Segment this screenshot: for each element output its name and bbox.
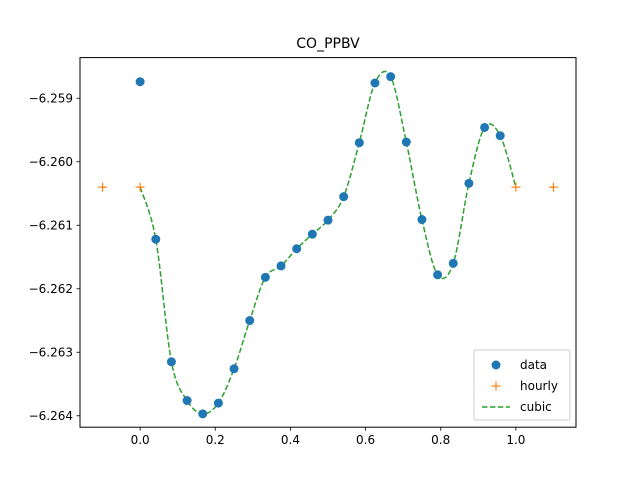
x-axis: 0.0 0.2 0.4 0.6 0.8 1.0 (131, 427, 525, 447)
x-tick-label: 0.2 (206, 433, 225, 447)
data-point (229, 364, 239, 374)
data-point (370, 78, 380, 88)
x-tick-label: 0.6 (356, 433, 375, 447)
data-point (276, 261, 286, 271)
data-point (213, 398, 223, 408)
data-point (151, 234, 161, 244)
data-point (198, 409, 208, 419)
legend-cubic-label: cubic (520, 400, 552, 414)
y-tick-label: −6.262 (29, 282, 73, 296)
hourly-point (135, 182, 145, 192)
data-point (354, 138, 364, 148)
y-axis: −6.264 −6.263 −6.262 −6.261 −6.260 −6.259 (29, 92, 80, 423)
chart-title: CO_PPBV (296, 36, 360, 52)
x-tick-label: 0.0 (131, 433, 150, 447)
data-point (464, 178, 474, 188)
data-point (260, 272, 270, 282)
y-tick-label: −6.259 (29, 92, 73, 106)
data-point (245, 316, 255, 326)
hourly-point (548, 182, 558, 192)
data-point (292, 244, 302, 254)
y-tick-label: −6.263 (29, 346, 73, 360)
x-tick-label: 1.0 (506, 433, 525, 447)
data-point (386, 72, 396, 82)
plot-area (98, 70, 558, 419)
data-point (401, 137, 411, 147)
data-point (135, 77, 145, 87)
data-point (480, 122, 490, 132)
legend: data hourly cubic (473, 349, 571, 421)
x-tick-label: 0.8 (431, 433, 450, 447)
data-point (417, 215, 427, 225)
data-point (182, 396, 192, 406)
axes-frame (79, 57, 577, 428)
data-point (495, 131, 505, 141)
y-tick-label: −6.261 (29, 219, 73, 233)
y-tick-label: −6.264 (29, 409, 73, 423)
data-point (323, 215, 333, 225)
hourly-series (98, 182, 558, 192)
hourly-point (98, 182, 108, 192)
legend-hourly-marker (491, 381, 501, 391)
data-point (339, 192, 349, 202)
data-series (135, 72, 505, 419)
data-point (166, 357, 176, 367)
legend-data-label: data (520, 358, 547, 372)
hourly-point (511, 182, 521, 192)
y-tick-label: −6.260 (29, 155, 73, 169)
x-tick-label: 0.4 (281, 433, 300, 447)
data-point (448, 258, 458, 268)
data-point (433, 270, 443, 280)
legend-data-marker (491, 360, 501, 370)
data-point (307, 229, 317, 239)
legend-hourly-label: hourly (520, 379, 558, 393)
